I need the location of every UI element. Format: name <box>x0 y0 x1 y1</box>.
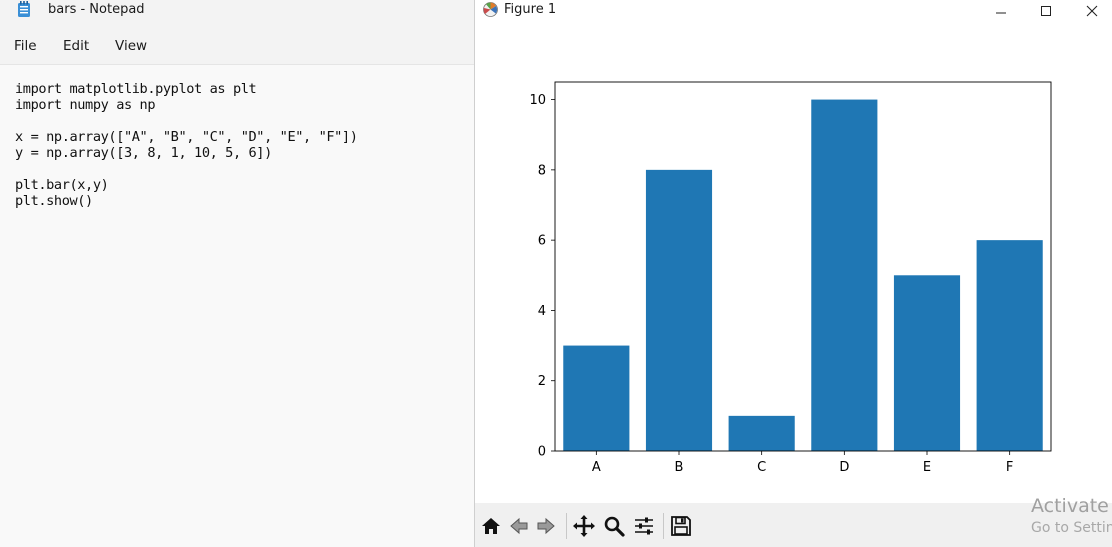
menu-file[interactable]: File <box>14 38 37 54</box>
pan-move-icon <box>573 515 595 537</box>
configure-subplots-button[interactable] <box>631 513 657 539</box>
notepad-text-area[interactable]: import matplotlib.pyplot as plt import n… <box>0 65 474 547</box>
x-tick-label: B <box>675 460 684 475</box>
notepad-app-icon <box>18 1 30 17</box>
figure-titlebar[interactable]: Figure 1 <box>475 0 1112 22</box>
activate-windows-subtext: Go to Settin <box>1031 520 1112 536</box>
toolbar-separator <box>663 513 664 539</box>
y-tick-label: 0 <box>538 445 546 460</box>
code-line: x = np.array(["A", "B", "C", "D", "E", "… <box>15 129 358 145</box>
close-icon <box>1086 5 1098 17</box>
bar-D <box>811 99 878 452</box>
pan-button[interactable] <box>571 513 597 539</box>
y-tick-label: 2 <box>538 374 546 389</box>
back-button[interactable] <box>506 513 532 539</box>
code-line: import matplotlib.pyplot as plt <box>15 81 257 97</box>
y-tick-label: 8 <box>538 163 546 178</box>
maximize-button[interactable] <box>1023 0 1069 22</box>
forward-button[interactable] <box>533 513 559 539</box>
code-line: plt.bar(x,y) <box>15 177 109 193</box>
bar-C <box>728 415 795 451</box>
home-button[interactable] <box>478 513 504 539</box>
toolbar-separator <box>566 513 567 539</box>
figure-toolbar <box>475 503 1112 547</box>
notepad-window: bars - Notepad File Edit View import mat… <box>0 0 474 547</box>
x-tick-label: D <box>839 460 849 475</box>
menu-edit[interactable]: Edit <box>63 38 90 54</box>
axes-frame <box>554 81 1052 452</box>
x-tick-label: F <box>1006 460 1013 475</box>
y-tick-label: 10 <box>529 93 546 108</box>
figure-title: Figure 1 <box>504 2 557 17</box>
notepad-title: bars - Notepad <box>48 2 145 17</box>
bar-F <box>976 240 1043 451</box>
figure-window: Figure 1 A B C D E F 0 2 4 6 8 10 <box>474 0 1112 547</box>
code-line: import numpy as np <box>15 97 156 113</box>
home-icon <box>482 518 500 534</box>
close-button[interactable] <box>1069 0 1112 22</box>
x-tick-label: E <box>923 460 931 475</box>
code-line: plt.show() <box>15 193 93 209</box>
bar-chart: A B C D E F 0 2 4 6 8 10 <box>529 81 1052 475</box>
bar-E <box>893 275 961 451</box>
maximize-icon <box>1041 6 1051 16</box>
bar-A <box>563 345 630 451</box>
bar-B <box>645 169 713 451</box>
notepad-menubar: File Edit View <box>0 22 474 65</box>
menu-view[interactable]: View <box>115 38 148 54</box>
activate-windows-watermark: Activate W <box>1031 495 1112 517</box>
notepad-titlebar[interactable]: bars - Notepad <box>0 0 474 22</box>
y-tick-label: 6 <box>538 234 546 249</box>
configure-subplots-icon <box>635 517 653 535</box>
minimize-icon <box>996 12 1006 14</box>
x-tick-label: A <box>592 460 601 475</box>
x-tick-label: C <box>757 460 766 475</box>
back-arrow-icon <box>510 517 528 535</box>
zoom-button[interactable] <box>601 513 627 539</box>
forward-arrow-icon <box>537 517 555 535</box>
y-tick-label: 4 <box>538 304 546 319</box>
matplotlib-logo-icon <box>483 2 498 17</box>
minimize-button[interactable] <box>978 0 1024 22</box>
save-floppy-icon <box>671 516 691 536</box>
save-button[interactable] <box>668 513 694 539</box>
zoom-magnifier-icon <box>604 516 625 537</box>
code-line: y = np.array([3, 8, 1, 10, 5, 6]) <box>15 145 272 161</box>
